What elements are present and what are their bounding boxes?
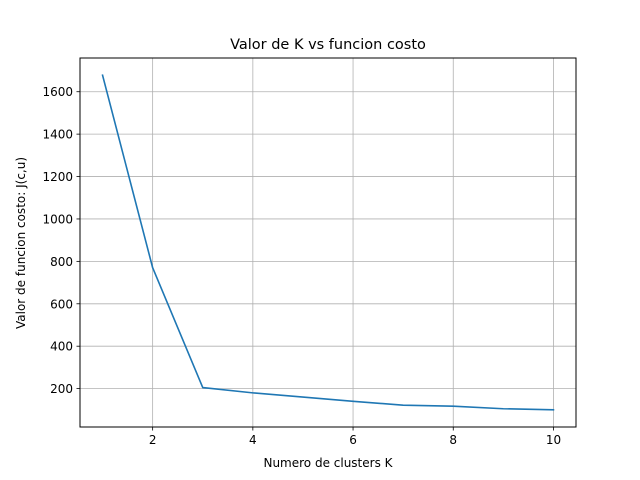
y-tick-label: 1000 bbox=[42, 212, 73, 226]
x-axis: 2 4 6 8 10 bbox=[149, 427, 561, 447]
grid bbox=[80, 58, 576, 427]
x-tick-label: 2 bbox=[149, 433, 157, 447]
y-axis-label: Valor de funcion costo: J(c,u) bbox=[14, 157, 28, 329]
y-tick-label: 200 bbox=[50, 382, 73, 396]
chart-title: Valor de K vs funcion costo bbox=[230, 37, 426, 53]
y-tick-label: 1200 bbox=[42, 170, 73, 184]
x-axis-label: Numero de clusters K bbox=[263, 456, 393, 470]
y-tick-label: 1400 bbox=[42, 128, 73, 142]
x-tick-label: 6 bbox=[349, 433, 357, 447]
y-axis: 200 400 600 800 1000 1200 1400 1600 bbox=[42, 85, 80, 396]
plot-frame bbox=[79, 57, 577, 428]
y-tick-label: 1600 bbox=[42, 85, 73, 99]
y-tick-label: 800 bbox=[50, 255, 73, 269]
series-group bbox=[101, 74, 555, 411]
series-line-0 bbox=[101, 74, 555, 411]
x-tick-label: 4 bbox=[249, 433, 257, 447]
x-tick-label: 8 bbox=[449, 433, 457, 447]
y-tick-label: 400 bbox=[50, 340, 73, 354]
x-tick-label: 10 bbox=[546, 433, 561, 447]
y-tick-label: 600 bbox=[50, 297, 73, 311]
